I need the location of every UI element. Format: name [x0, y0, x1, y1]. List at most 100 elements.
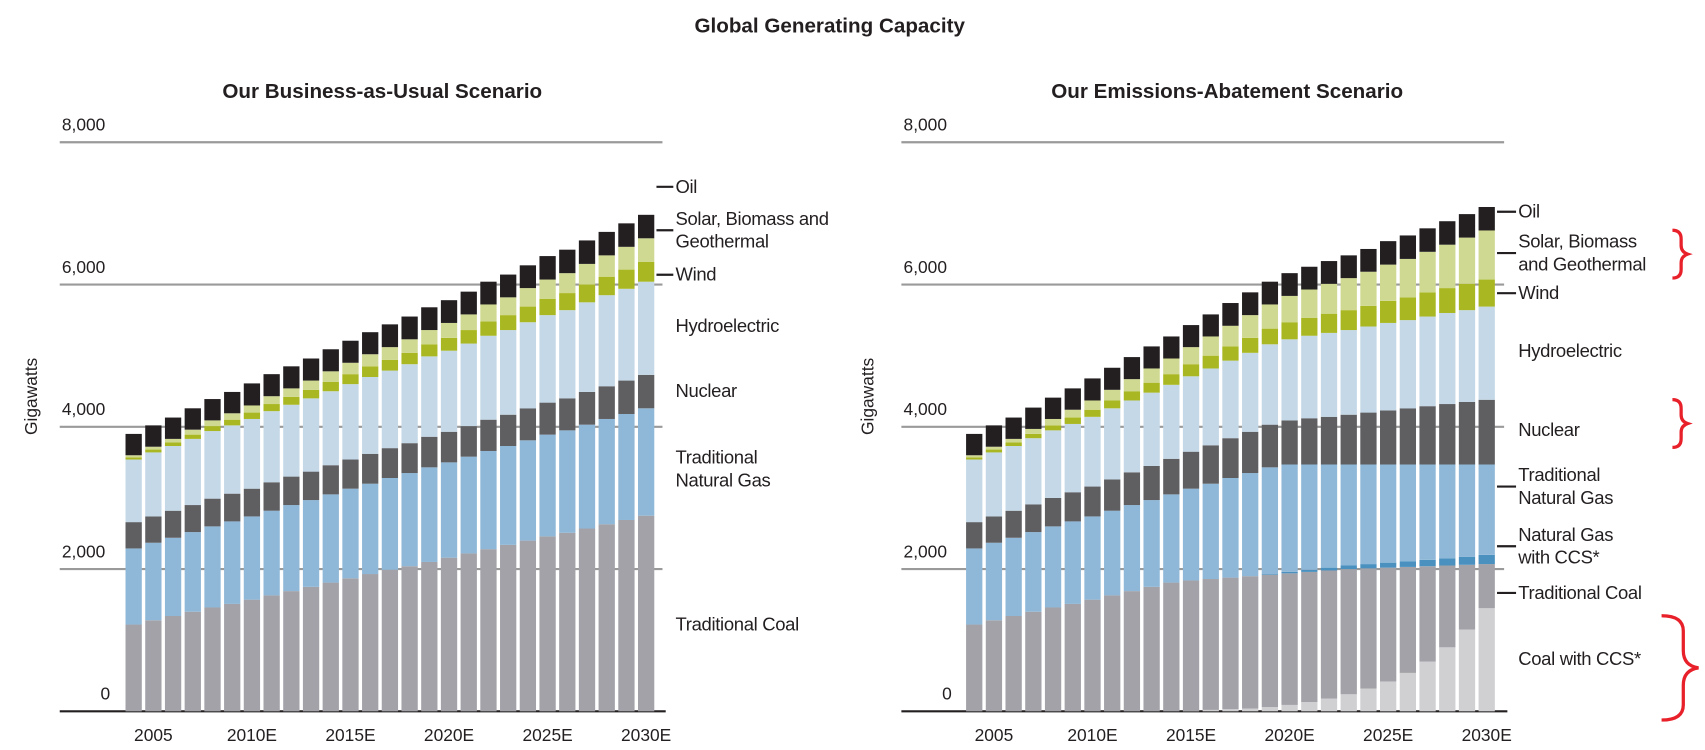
bar-segment: [224, 413, 241, 420]
bar-segment: [1261, 467, 1279, 575]
bar-segment: [283, 366, 300, 389]
bar-segment: [1320, 332, 1338, 417]
y-tick-label: 8,000: [904, 115, 947, 135]
bar-segment: [440, 322, 458, 338]
y-tick-label: 2,000: [904, 541, 947, 561]
bar-segment: [578, 391, 596, 425]
bar-segment: [362, 483, 379, 575]
bar-segment: [342, 374, 359, 385]
bar-segment: [1084, 378, 1101, 401]
bar-segment: [598, 418, 615, 525]
bar-segment: [1380, 300, 1397, 323]
bar-segment: [1123, 400, 1141, 473]
bar-segment: [1222, 577, 1239, 710]
bar-segment: [263, 595, 280, 712]
bar-segment: [1380, 567, 1397, 682]
bar-segment: [460, 314, 477, 331]
bar-segment: [1005, 442, 1022, 447]
bar-segment: [1320, 698, 1338, 712]
bar-segment: [1320, 570, 1338, 699]
bar-segment: [1478, 464, 1495, 555]
bar-segment: [1399, 235, 1417, 259]
bar-segment: [1025, 504, 1042, 533]
bar-segment: [1261, 344, 1279, 425]
bar-segment: [1340, 464, 1357, 566]
bar-segment: [500, 274, 517, 298]
bar-segment: [204, 431, 221, 499]
bar-segment: [578, 424, 596, 529]
bar-segment: [966, 548, 983, 625]
annotation-braces: [1661, 228, 1699, 722]
bar-segment: [224, 603, 241, 712]
bar-segment: [342, 459, 359, 489]
bar-segment: [1182, 325, 1200, 348]
bar-segment: [1478, 306, 1495, 400]
y-axis-label: Gigawatts: [21, 357, 41, 435]
bar-segment: [1222, 346, 1239, 361]
bar-segment: [598, 386, 615, 419]
bar-segment: [1439, 244, 1456, 289]
bar-segment: [342, 578, 359, 712]
bar-segment: [1419, 316, 1436, 407]
bar-segment: [618, 269, 635, 289]
bar-segment: [1478, 279, 1495, 307]
bar-segment: [1084, 599, 1101, 712]
bar-segment: [421, 356, 438, 437]
bar-segment: [283, 388, 300, 397]
x-tick-label: 2005: [975, 725, 1014, 745]
bar-segment: [966, 522, 983, 549]
bar-segment: [1399, 561, 1417, 567]
bar-segment: [421, 344, 438, 357]
bar-segment: [362, 377, 379, 454]
bar-segment: [1261, 328, 1279, 345]
bar-segment: [500, 414, 517, 447]
bar-segment: [204, 399, 221, 421]
bar-segment: [145, 452, 162, 517]
bar-segment: [1104, 408, 1121, 480]
legend-label: Nuclear: [1518, 419, 1580, 441]
bar-segment: [1360, 271, 1377, 306]
bar-segment: [1202, 709, 1219, 712]
bar-segment: [1439, 221, 1456, 245]
bar-segment: [1044, 425, 1062, 431]
bar-segment: [342, 384, 359, 460]
bar-segment: [1025, 532, 1042, 612]
legend-label: Traditional Natural Gas: [1518, 464, 1614, 509]
bar-segment: [1005, 537, 1022, 617]
bar-segment: [381, 569, 399, 712]
bar-segment: [559, 293, 576, 311]
bar-segment: [460, 426, 477, 457]
bar-segment: [500, 544, 517, 712]
bar-segment: [1143, 392, 1160, 466]
bar-segment: [637, 515, 655, 712]
bar-segment: [1064, 603, 1081, 712]
bar-segment: [618, 246, 635, 270]
bar-segment: [480, 281, 497, 305]
bar-segment: [480, 549, 497, 712]
bar-segment: [1084, 400, 1101, 410]
y-tick-label: 8,000: [62, 115, 105, 135]
bar-segment: [1104, 400, 1121, 409]
bar-segment: [322, 349, 339, 372]
bar-segment: [224, 493, 241, 522]
brace: [1661, 614, 1699, 722]
bar-segment: [1419, 292, 1436, 317]
bar-segment: [440, 300, 458, 323]
bar-segment: [539, 298, 556, 316]
bar-segment: [1419, 251, 1436, 293]
bar-segment: [440, 557, 458, 712]
bar-segment: [1458, 401, 1476, 465]
bar-segment: [1301, 317, 1318, 336]
bar-segment: [322, 494, 339, 583]
bar-segment: [1380, 464, 1397, 563]
bar-segment: [381, 370, 399, 449]
bar-segment: [1025, 433, 1042, 439]
bar-segment: [1202, 336, 1219, 356]
bar-segment: [1163, 458, 1180, 495]
brace: [1672, 228, 1693, 280]
bar-segment: [559, 273, 576, 294]
bar-segment: [1064, 423, 1081, 493]
bar-segment: [302, 358, 320, 381]
bar-segment: [1163, 374, 1180, 385]
